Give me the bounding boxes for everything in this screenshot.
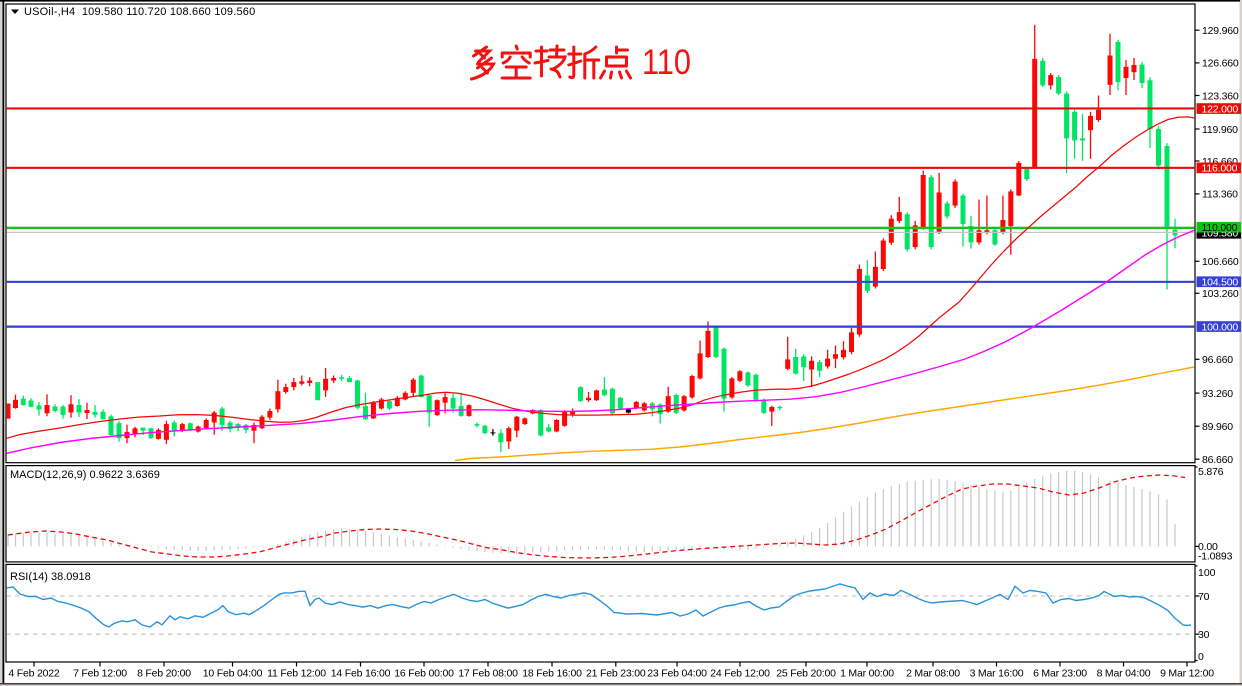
svg-text:2 Mar 08:00: 2 Mar 08:00 — [906, 668, 960, 680]
svg-text:104.500: 104.500 — [1202, 277, 1239, 289]
svg-text:9 Mar 12:00: 9 Mar 12:00 — [1160, 668, 1214, 680]
svg-text:96.660: 96.660 — [1202, 354, 1233, 366]
svg-text:17 Feb 08:00: 17 Feb 08:00 — [458, 668, 518, 680]
svg-text:USOil-,H4 109.580 110.720 108: USOil-,H4 109.580 110.720 108.660 109.56… — [24, 6, 255, 18]
svg-text:86.660: 86.660 — [1202, 454, 1233, 466]
svg-text:18 Feb 16:00: 18 Feb 16:00 — [522, 668, 582, 680]
svg-text:129.960: 129.960 — [1202, 25, 1239, 37]
svg-text:6 Mar 23:00: 6 Mar 23:00 — [1033, 668, 1087, 680]
svg-text:0.00: 0.00 — [1198, 541, 1218, 553]
svg-text:5.876: 5.876 — [1198, 466, 1224, 478]
svg-text:11 Feb 12:00: 11 Feb 12:00 — [267, 668, 326, 680]
svg-text:126.660: 126.660 — [1202, 58, 1239, 70]
svg-text:4 Feb 2022: 4 Feb 2022 — [8, 668, 59, 680]
svg-text:3 Mar 16:00: 3 Mar 16:00 — [970, 668, 1024, 680]
svg-text:16 Feb 00:00: 16 Feb 00:00 — [394, 668, 454, 680]
svg-text:10 Feb 04:00: 10 Feb 04:00 — [203, 668, 263, 680]
svg-text:100.000: 100.000 — [1202, 321, 1239, 333]
svg-text:1 Mar 00:00: 1 Mar 00:00 — [840, 668, 894, 680]
svg-text:113.360: 113.360 — [1202, 189, 1238, 201]
svg-text:110: 110 — [642, 43, 691, 82]
svg-text:100: 100 — [1198, 567, 1216, 579]
svg-text:7 Feb 12:00: 7 Feb 12:00 — [73, 668, 127, 680]
svg-text:RSI(14) 38.0918: RSI(14) 38.0918 — [10, 571, 91, 583]
svg-text:110.000: 110.000 — [1202, 222, 1238, 234]
svg-text:-1.0893: -1.0893 — [1198, 550, 1233, 562]
svg-text:119.960: 119.960 — [1202, 124, 1238, 136]
svg-text:89.960: 89.960 — [1202, 421, 1233, 433]
svg-text:MACD(12,26,9) 0.9622 3.6369: MACD(12,26,9) 0.9622 3.6369 — [10, 469, 160, 481]
svg-text:103.260: 103.260 — [1202, 288, 1239, 300]
svg-text:23 Feb 04:00: 23 Feb 04:00 — [647, 668, 707, 680]
svg-text:8 Feb 20:00: 8 Feb 20:00 — [137, 668, 191, 680]
svg-text:30: 30 — [1198, 629, 1210, 641]
svg-text:116.000: 116.000 — [1202, 163, 1238, 175]
svg-text:122.000: 122.000 — [1202, 103, 1239, 115]
svg-text:70: 70 — [1198, 591, 1210, 603]
svg-text:8 Mar 04:00: 8 Mar 04:00 — [1097, 668, 1151, 680]
svg-text:93.260: 93.260 — [1202, 388, 1233, 400]
svg-text:106.660: 106.660 — [1202, 256, 1239, 268]
svg-text:24 Feb 12:00: 24 Feb 12:00 — [710, 668, 770, 680]
svg-text:14 Feb 16:00: 14 Feb 16:00 — [331, 668, 391, 680]
svg-text:123.360: 123.360 — [1202, 90, 1239, 102]
svg-text:0: 0 — [1198, 651, 1204, 663]
svg-text:25 Feb 20:00: 25 Feb 20:00 — [776, 668, 836, 680]
svg-text:21 Feb 23:00: 21 Feb 23:00 — [586, 668, 646, 680]
